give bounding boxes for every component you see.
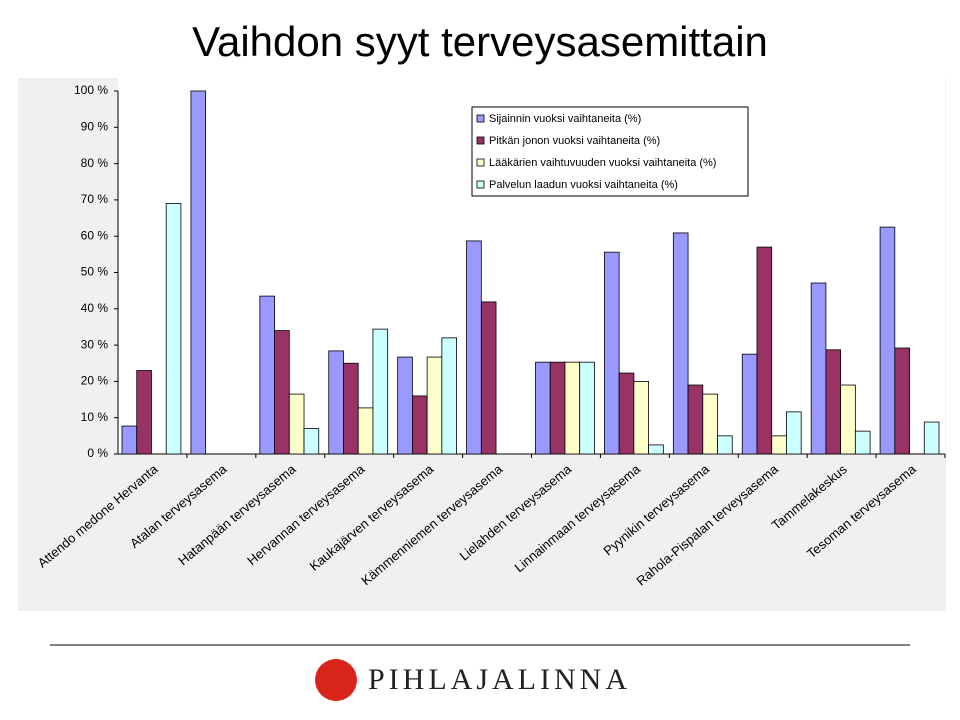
legend-label: Pitkän jonon vuoksi vaihtaneita (%) [489, 135, 660, 147]
bar [549, 361, 566, 455]
legend-swatch [476, 136, 485, 145]
bar [357, 407, 374, 455]
bar [343, 362, 359, 455]
y-tick-label: 60 % [81, 228, 109, 242]
logo-text: PIHLAJALINNA [368, 663, 631, 696]
bar [648, 444, 664, 455]
bar [771, 435, 787, 455]
bar [810, 282, 827, 455]
y-tick-label: 90 % [81, 119, 109, 133]
bar [702, 393, 718, 455]
y-tick-label: 30 % [81, 337, 109, 351]
bar [618, 372, 635, 455]
bar [825, 349, 842, 455]
legend: Sijainnin vuoksi vaihtaneita (%) Pitkän j… [471, 106, 749, 197]
bar [786, 411, 802, 455]
bar [854, 430, 871, 455]
bar [466, 240, 482, 455]
bar [564, 361, 581, 455]
bar [165, 203, 182, 455]
bar [328, 350, 344, 455]
legend-swatch [476, 158, 485, 167]
bar [190, 90, 207, 455]
legend-label: Palvelun laadun vuoksi vaihtaneita (%) [489, 179, 678, 191]
chart-title: Vaihdon syyt terveysasemittain [192, 18, 768, 65]
bar [259, 295, 275, 455]
bar [303, 428, 320, 455]
y-tick-label: 20 % [81, 374, 109, 388]
bar [535, 361, 551, 455]
bar [672, 232, 689, 455]
bar [741, 353, 758, 455]
bar [687, 384, 704, 455]
bar [411, 395, 428, 455]
bar [274, 330, 290, 455]
y-tick-label: 70 % [81, 192, 109, 206]
bar [136, 370, 152, 455]
logo-mark [315, 659, 357, 701]
bar [756, 246, 773, 455]
bar [426, 356, 443, 455]
y-tick-label: 80 % [81, 156, 109, 170]
bar [879, 226, 896, 455]
y-tick-label: 100 % [74, 83, 108, 97]
bar [480, 301, 497, 455]
y-tick-label: 50 % [81, 265, 109, 279]
bar [633, 380, 650, 455]
bar [894, 347, 910, 455]
bar [441, 337, 457, 455]
y-tick-label: 10 % [81, 410, 109, 424]
legend-box [471, 106, 749, 197]
bar [604, 251, 620, 455]
bar [288, 393, 305, 455]
bar [840, 384, 856, 455]
bar [923, 421, 940, 455]
bar [121, 425, 138, 455]
legend-label: Sijainnin vuoksi vaihtaneita (%) [489, 113, 641, 125]
legend-label: Lääkärien vaihtuvuuden vuoksi vaihtaneit… [489, 157, 716, 169]
bar [397, 356, 413, 455]
y-tick-label: 40 % [81, 301, 109, 315]
legend-swatch [476, 114, 485, 123]
bar [717, 435, 733, 455]
bar [372, 328, 389, 455]
y-tick-label: 0 % [87, 446, 108, 460]
legend-swatch [476, 180, 485, 189]
bar [579, 361, 595, 455]
